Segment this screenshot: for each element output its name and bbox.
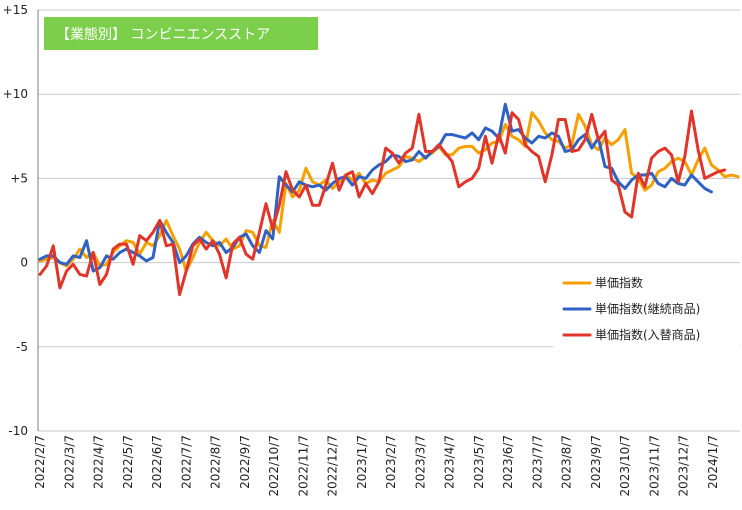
y-tick-label: +10	[3, 87, 28, 101]
x-tick-label: 2022/11/7	[296, 435, 310, 497]
x-tick-label: 2022/4/7	[92, 435, 106, 489]
x-tick-label: 2022/12/7	[326, 435, 340, 497]
y-tick-labels: +15 +10 +5 0 -5 -10	[3, 3, 28, 438]
x-tick-label: 2023/8/7	[560, 435, 574, 489]
x-tick-label: 2023/5/7	[472, 435, 486, 489]
x-tick-label: 2024/1/7	[706, 435, 720, 489]
chart-title: 【業態別】 コンビニエンスストア	[44, 17, 318, 50]
x-tick-label: 2023/4/7	[443, 435, 457, 489]
x-tick-label: 2022/3/7	[62, 435, 76, 489]
y-tick-label: -10	[8, 424, 28, 438]
x-tick-label: 2023/9/7	[589, 435, 603, 489]
legend-label: 単価指数(入替商品)	[595, 327, 700, 342]
y-tick-label: 0	[20, 256, 28, 270]
x-tick-label: 2023/1/7	[355, 435, 369, 489]
x-tick-label: 2023/7/7	[530, 435, 544, 489]
chart-title-text: 【業態別】 コンビニエンスストア	[56, 27, 270, 43]
legend-label: 単価指数(継続商品)	[595, 301, 700, 316]
gridlines	[38, 9, 740, 432]
series-line-2	[38, 102, 713, 273]
x-tick-label: 2023/12/7	[677, 435, 691, 497]
y-tick-label: -5	[16, 340, 28, 354]
chart-title-background	[44, 17, 318, 50]
x-tick-label: 2022/2/7	[33, 435, 47, 489]
x-tick-label: 2023/11/7	[647, 435, 661, 497]
x-tick-label: 2022/7/7	[179, 435, 193, 489]
x-tick-label: 2023/2/7	[384, 435, 398, 489]
x-tick-label: 2022/10/7	[267, 435, 281, 497]
y-tick-label: +5	[10, 171, 28, 185]
series-lines	[38, 102, 740, 297]
x-tick-label: 2022/9/7	[238, 435, 252, 489]
series-line-3	[38, 109, 727, 297]
x-tick-label: 2023/6/7	[501, 435, 515, 489]
x-tick-label: 2022/6/7	[150, 435, 164, 489]
x-tick-labels: 2022/2/7 2022/3/7 2022/4/7 2022/5/7 2022/6/7…	[33, 435, 720, 497]
x-tick-label: 2023/10/7	[618, 435, 632, 497]
x-tick-label: 2022/8/7	[209, 435, 223, 489]
x-tick-label: 2023/3/7	[413, 435, 427, 489]
legend-label: 単価指数	[595, 275, 643, 290]
y-tick-label: +15	[3, 3, 28, 17]
series-line-1	[38, 111, 740, 273]
x-tick-label: 2022/5/7	[121, 435, 135, 489]
